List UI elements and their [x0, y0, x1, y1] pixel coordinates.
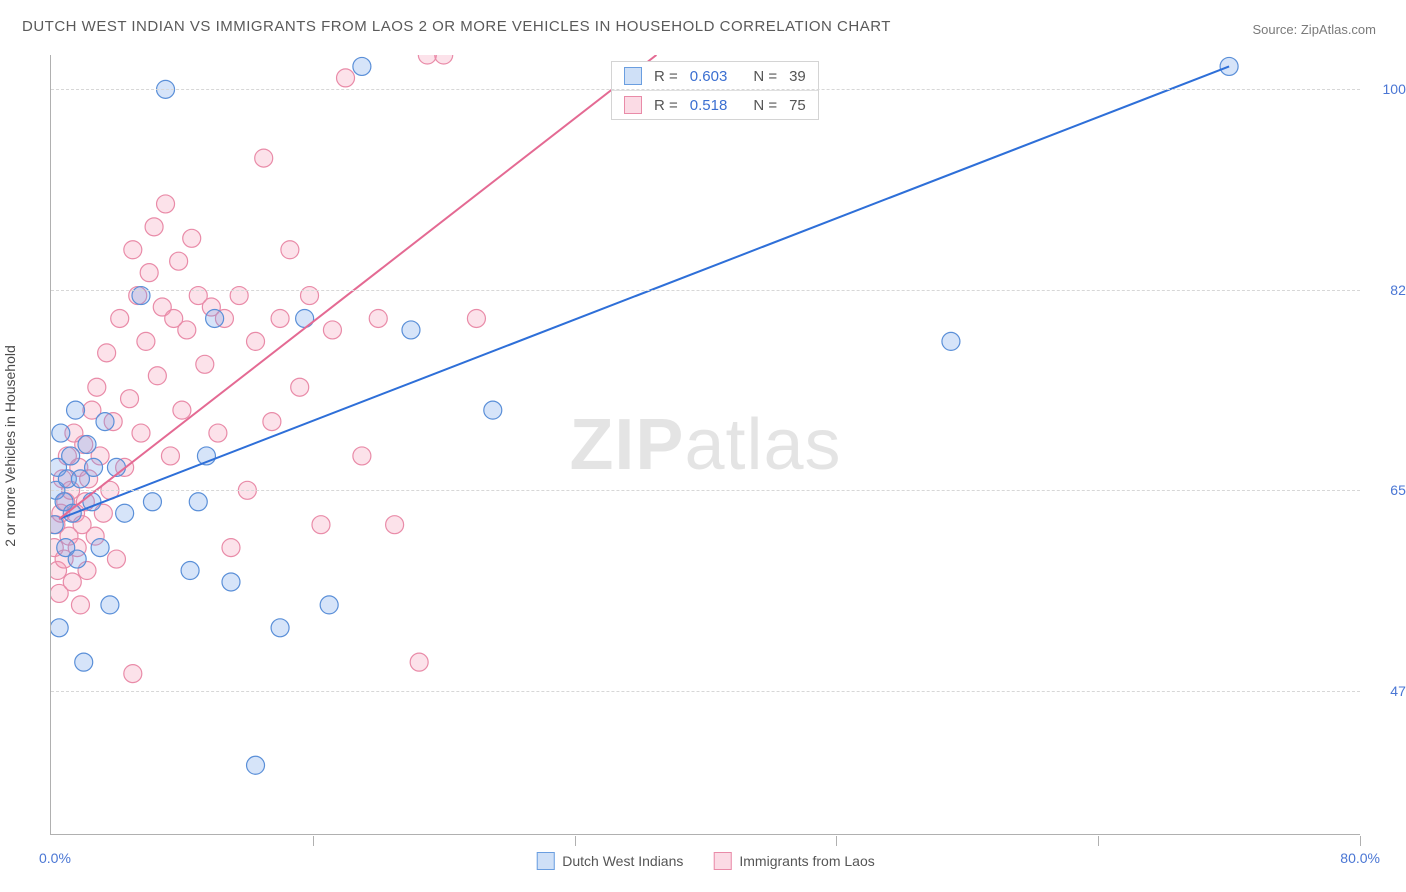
- legend-swatch: [536, 852, 554, 870]
- legend-row: R = 0.518 N = 75: [612, 90, 818, 119]
- watermark: ZIPatlas: [569, 404, 841, 486]
- x-tick: [313, 836, 314, 846]
- y-gridline: [51, 691, 1360, 692]
- x-tick: [575, 836, 576, 846]
- legend-item: Dutch West Indians: [536, 852, 683, 870]
- x-min-label: 0.0%: [39, 850, 71, 866]
- y-axis-title: 2 or more Vehicles in Household: [2, 345, 18, 547]
- x-tick: [836, 836, 837, 846]
- y-tick-label: 100.0%: [1370, 81, 1406, 97]
- y-tick-label: 65.0%: [1370, 482, 1406, 498]
- y-gridline: [51, 89, 1360, 90]
- legend-r-value: 0.603: [690, 68, 728, 85]
- source-prefix: Source:: [1252, 22, 1300, 37]
- legend-n-value: 75: [789, 97, 806, 114]
- legend-n-value: 39: [789, 68, 806, 85]
- correlation-legend: R = 0.603 N = 39 R = 0.518 N = 75: [611, 61, 819, 120]
- x-max-label: 80.0%: [1340, 850, 1380, 866]
- legend-item: Immigrants from Laos: [713, 852, 874, 870]
- y-tick-label: 47.5%: [1370, 683, 1406, 699]
- legend-series-name: Immigrants from Laos: [739, 853, 874, 869]
- legend-r-label: R =: [654, 68, 678, 85]
- y-gridline: [51, 290, 1360, 291]
- x-tick: [1360, 836, 1361, 846]
- plot-area: ZIPatlas 0.0% 80.0% R =0.603N =39R =0.51…: [50, 55, 1360, 835]
- legend-n-label: N =: [753, 68, 777, 85]
- watermark-bold: ZIP: [569, 405, 684, 485]
- legend-r-label: R =: [654, 97, 678, 114]
- source-link[interactable]: ZipAtlas.com: [1301, 22, 1376, 37]
- x-tick: [1098, 836, 1099, 846]
- scatter-svg: [51, 55, 1360, 834]
- source-label: Source: ZipAtlas.com: [1252, 22, 1376, 37]
- legend-row: R = 0.603 N = 39: [612, 62, 818, 90]
- legend-n-label: N =: [753, 97, 777, 114]
- legend-swatch: [624, 96, 642, 114]
- y-tick-label: 82.5%: [1370, 282, 1406, 298]
- legend-r-value: 0.518: [690, 97, 728, 114]
- chart-title: DUTCH WEST INDIAN VS IMMIGRANTS FROM LAO…: [22, 18, 891, 35]
- legend-swatch: [624, 67, 642, 85]
- legend-swatch: [713, 852, 731, 870]
- y-gridline: [51, 490, 1360, 491]
- series-legend: Dutch West Indians Immigrants from Laos: [536, 852, 875, 870]
- legend-series-name: Dutch West Indians: [562, 853, 683, 869]
- watermark-rest: atlas: [684, 405, 841, 485]
